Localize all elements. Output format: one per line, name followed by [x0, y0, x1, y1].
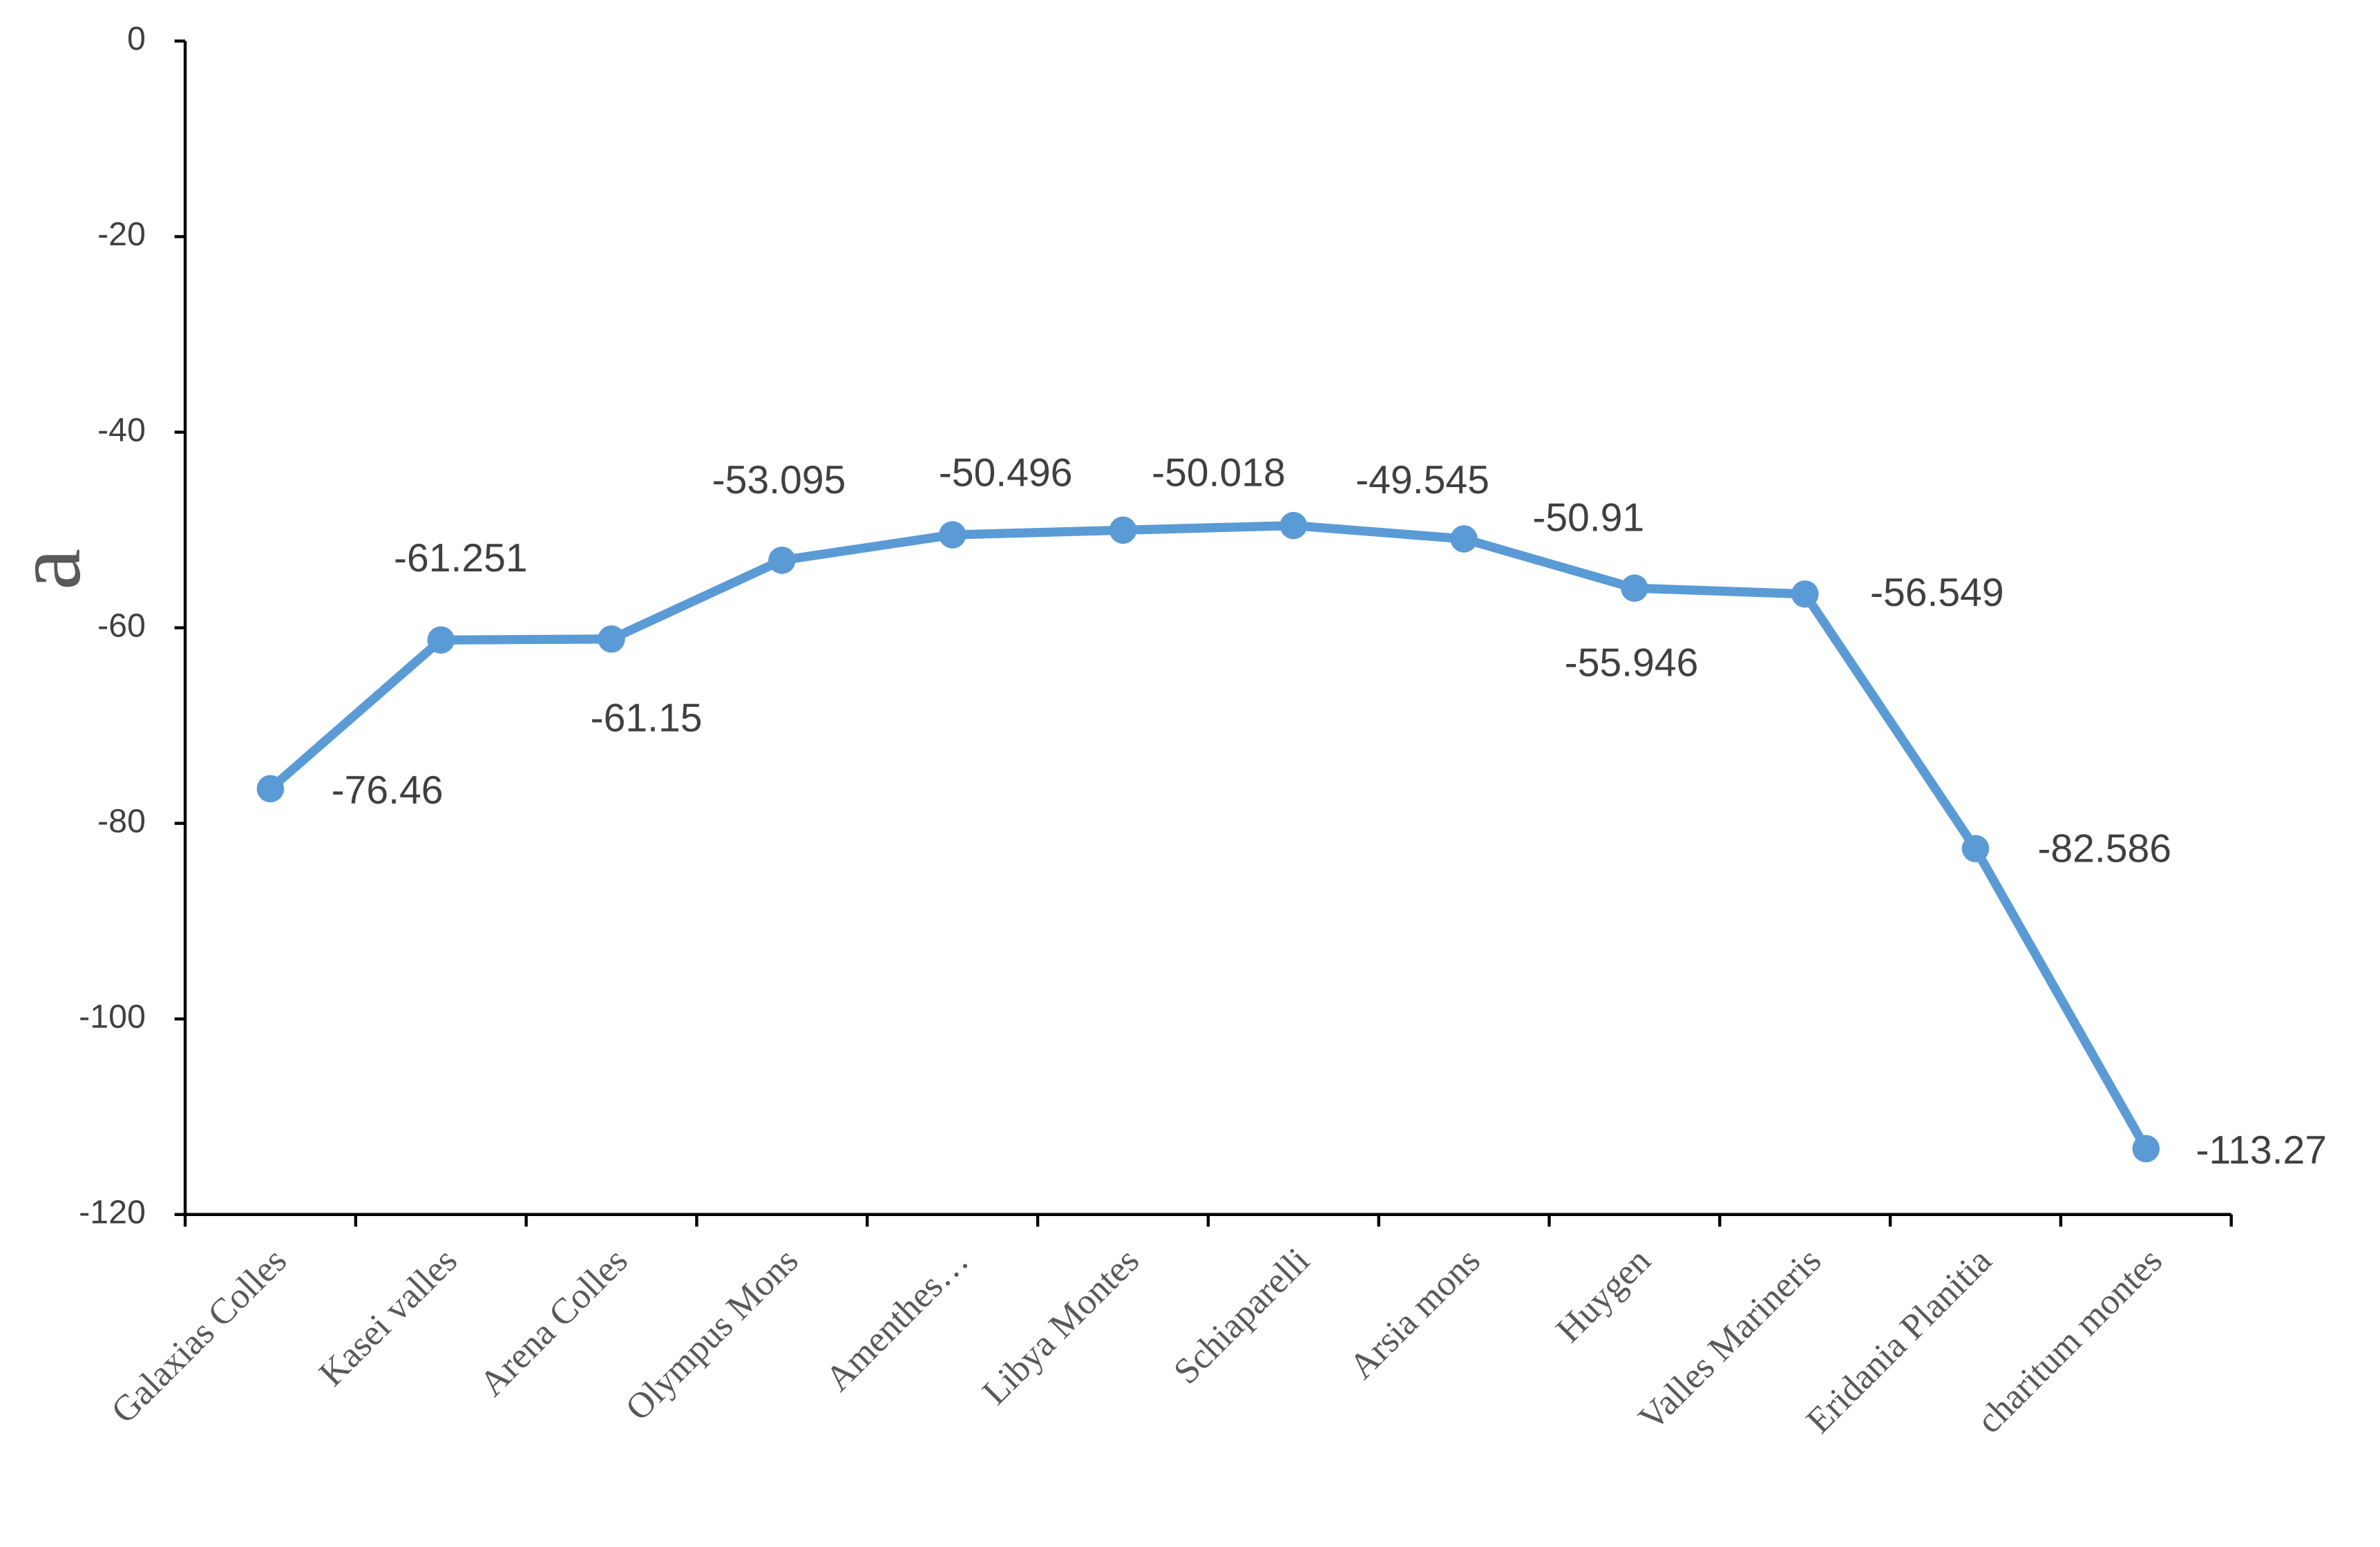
y-tick-label: -100	[79, 998, 146, 1035]
value-label: -53.095	[712, 458, 846, 502]
data-point	[1279, 511, 1308, 540]
data-point	[938, 521, 967, 549]
x-tick-label: Arena Colles	[472, 1240, 636, 1404]
y-axis-label: a	[0, 549, 100, 590]
x-tick-label: Amenthes…	[818, 1240, 976, 1398]
value-label: -50.018	[1152, 450, 1286, 495]
y-tick-label: -40	[97, 411, 146, 448]
x-tick-label: Huygen	[1548, 1240, 1658, 1350]
y-tick-label: -120	[79, 1194, 146, 1231]
value-label: -82.586	[2037, 827, 2171, 871]
value-label: -76.46	[332, 768, 444, 813]
x-tick-label: Libya Montes	[975, 1240, 1147, 1412]
x-tick-label: Kasei valles	[312, 1240, 465, 1394]
value-label: -55.946	[1565, 640, 1699, 685]
value-label: -113.27	[2196, 1128, 2327, 1173]
x-tick-label: Galaxias Colles	[104, 1240, 294, 1431]
data-point	[768, 547, 796, 574]
value-label: -50.496	[939, 450, 1073, 495]
data-point	[1450, 525, 1478, 553]
x-tick-label: Arsia mons	[1342, 1240, 1488, 1387]
value-label: -61.15	[591, 696, 703, 741]
data-point	[2132, 1135, 2160, 1163]
value-label: -61.251	[394, 536, 528, 580]
x-tick-label: charitum montes	[1969, 1240, 2170, 1441]
data-point	[1791, 580, 1819, 608]
data-point	[1621, 574, 1648, 602]
x-tick-label: Olympus Mons	[618, 1240, 806, 1428]
x-tick-label: Valles Marineris	[1631, 1240, 1829, 1438]
x-tick-label: Eridania Planitia	[1799, 1240, 1999, 1441]
data-line	[267, 521, 2151, 1151]
y-tick-label: -20	[97, 216, 146, 253]
data-point	[1961, 835, 1990, 863]
data-point	[256, 775, 285, 803]
y-tick-label: -60	[97, 607, 146, 644]
value-label: -49.545	[1355, 458, 1489, 502]
value-label: -56.549	[1870, 571, 2004, 615]
y-tick-label: 0	[127, 20, 146, 57]
y-tick-label: -80	[97, 802, 146, 839]
x-tick-label: Schiaparelli	[1166, 1240, 1317, 1392]
data-point	[427, 626, 455, 654]
data-point	[1109, 516, 1137, 544]
data-point	[598, 625, 625, 653]
value-label: -50.91	[1532, 496, 1644, 540]
